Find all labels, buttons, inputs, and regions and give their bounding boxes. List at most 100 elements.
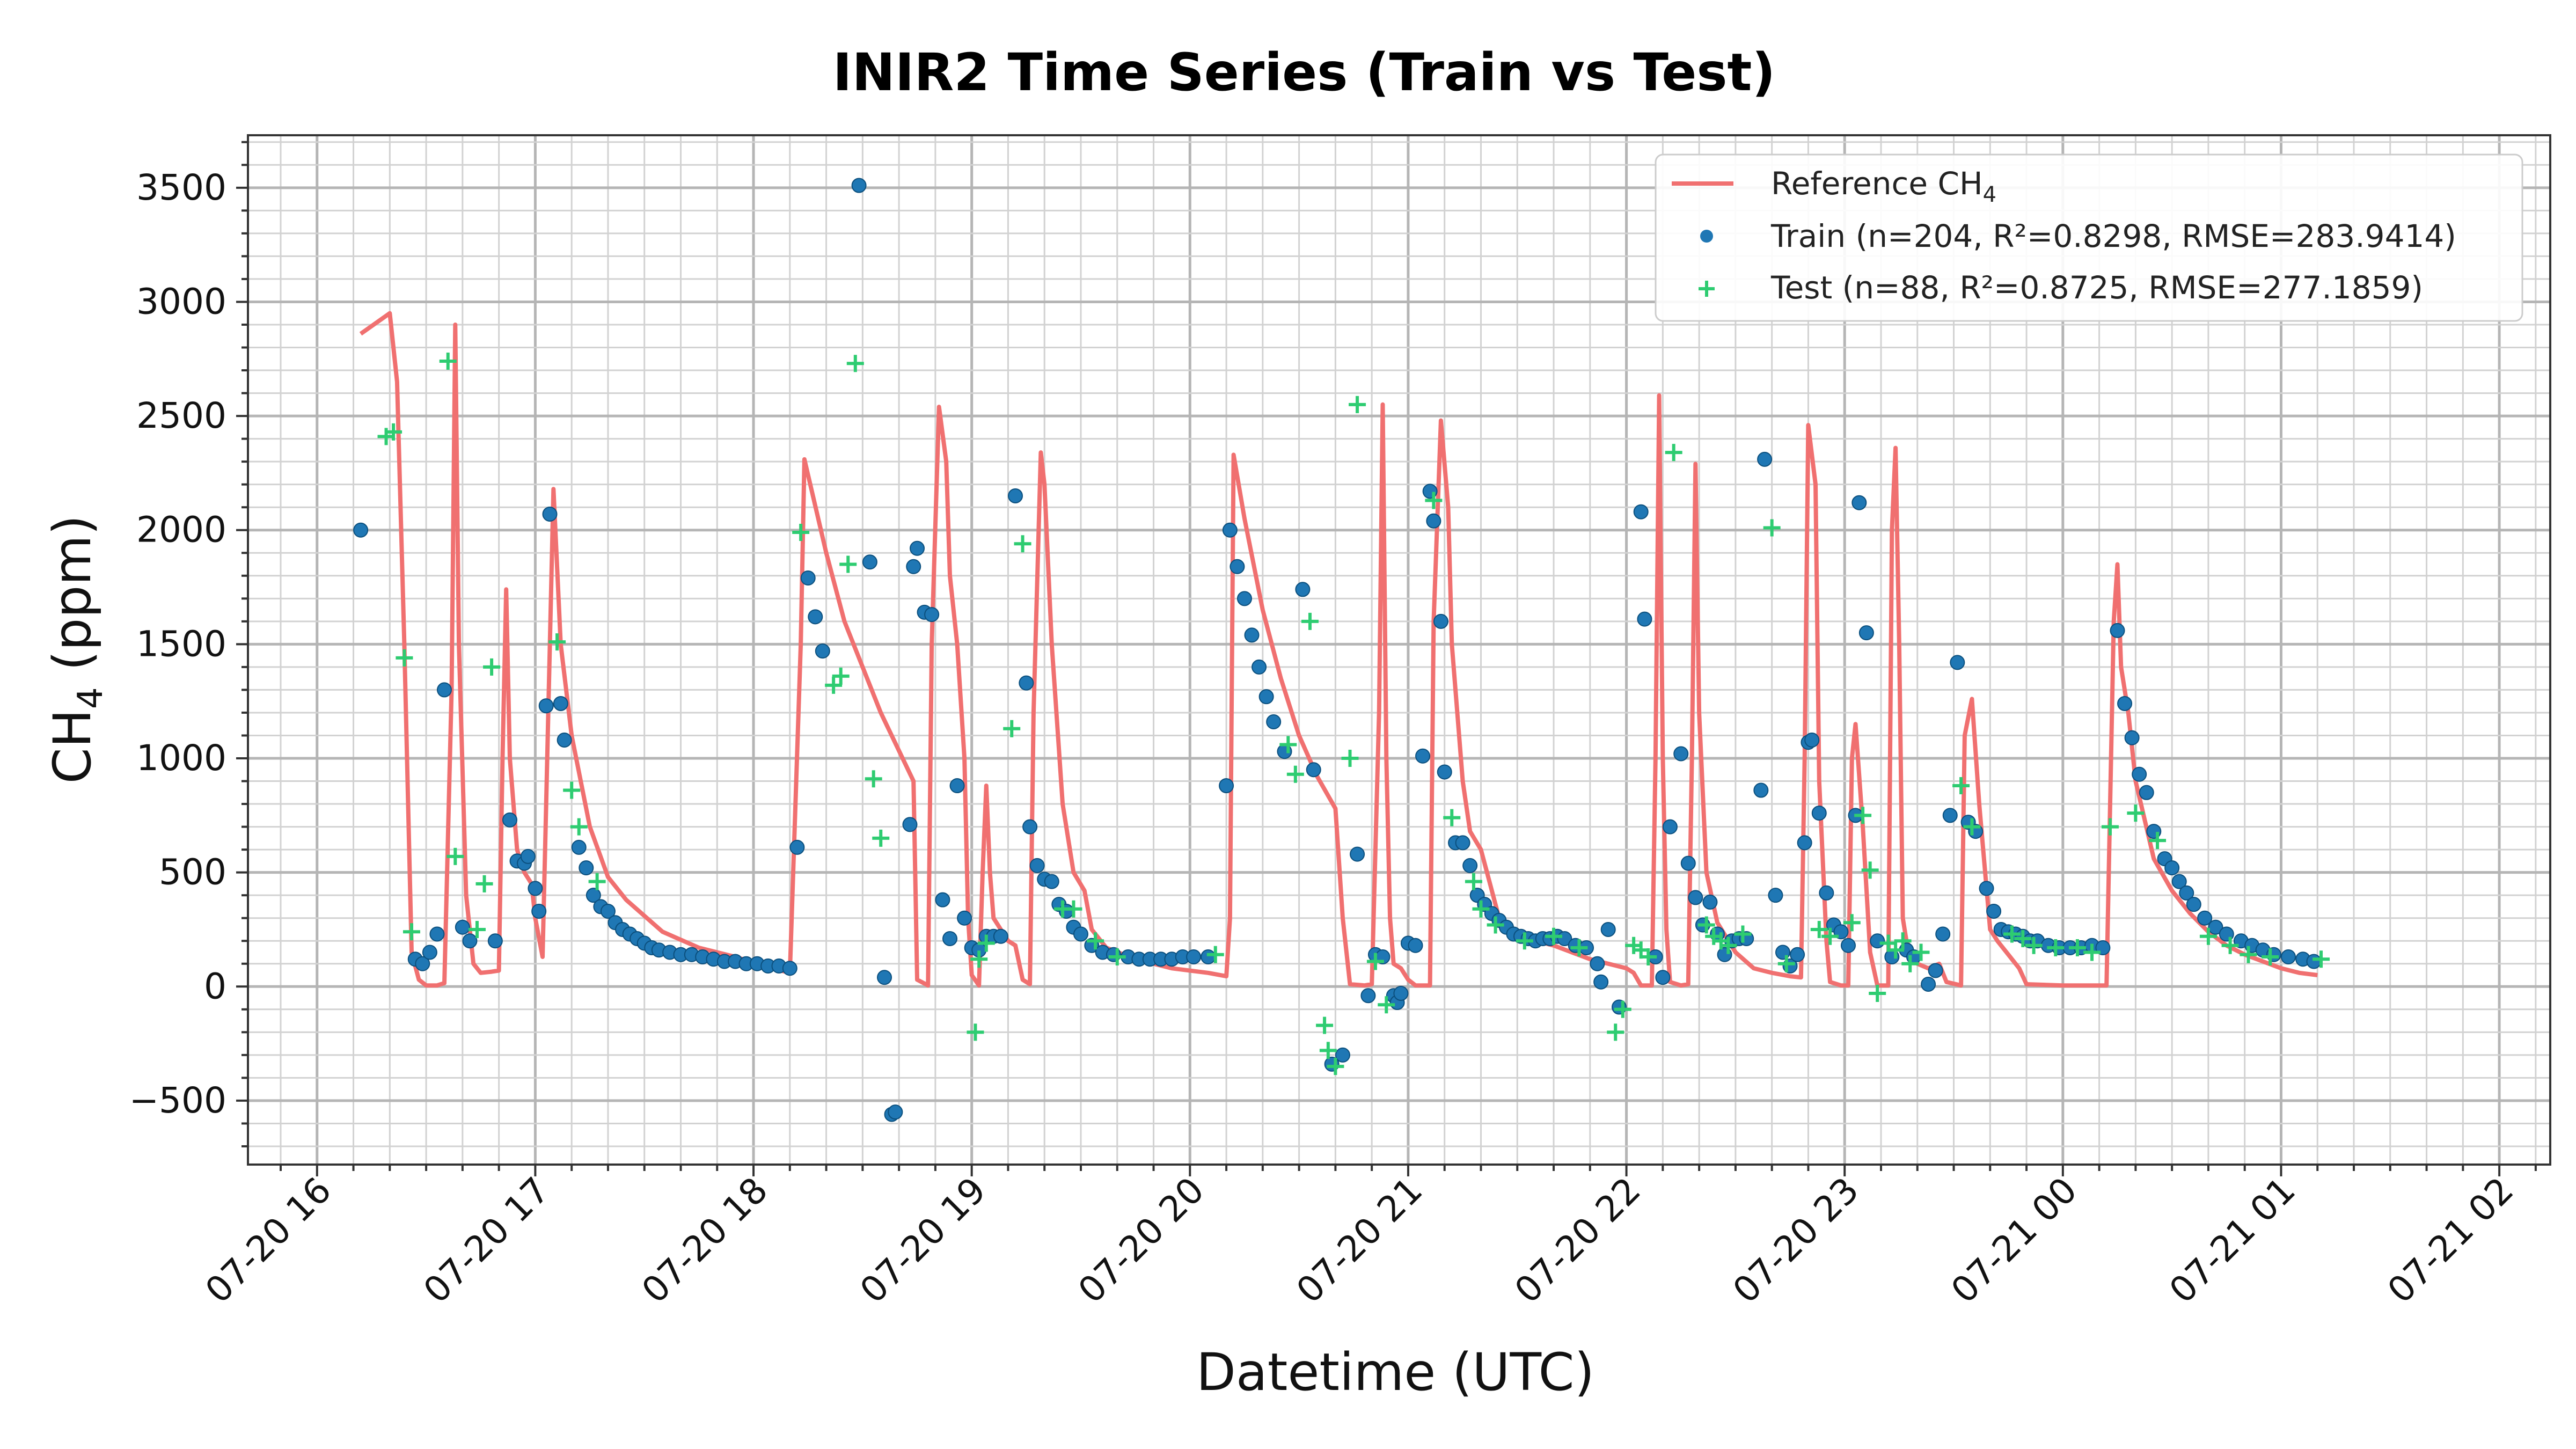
train-point	[2208, 919, 2223, 935]
test-point	[2025, 936, 2043, 954]
test-point	[1843, 914, 1861, 932]
train-point	[2179, 885, 2194, 901]
train-point	[1393, 986, 1409, 1001]
test-point	[1607, 1023, 1624, 1041]
test-point	[1869, 985, 1886, 1002]
train-point	[1008, 488, 1023, 503]
train-point	[1979, 881, 1994, 896]
y-tick-label: 3000	[136, 281, 226, 322]
train-point	[1073, 926, 1088, 942]
train-point	[2132, 766, 2147, 782]
train-point	[1437, 764, 1452, 780]
train-point	[586, 888, 601, 903]
y-tick-label: 1000	[136, 737, 226, 779]
train-point	[1840, 938, 1856, 953]
test-point	[1810, 920, 1828, 938]
train-point	[993, 928, 1008, 944]
test-point	[2003, 925, 2021, 943]
train-point	[1673, 746, 1689, 762]
train-point	[2124, 730, 2140, 745]
train-point	[935, 892, 950, 908]
train-point	[1680, 855, 1696, 871]
test-point	[1014, 535, 1031, 553]
train-point	[542, 506, 558, 522]
train-point	[557, 732, 572, 748]
test-point	[2199, 927, 2217, 945]
test-point	[1854, 807, 1872, 824]
test-point	[970, 950, 988, 968]
train-point	[1797, 835, 1812, 851]
train-point	[1757, 451, 1773, 467]
test-point	[1286, 765, 1304, 783]
test-point	[1279, 736, 1297, 753]
test-point	[563, 781, 581, 799]
train-point	[1022, 819, 1038, 835]
train-point	[800, 570, 816, 586]
test-point	[2221, 936, 2239, 954]
test-point	[1301, 612, 1319, 630]
train-point	[1266, 714, 1282, 729]
train-point	[1350, 846, 1365, 862]
train-point	[1433, 613, 1448, 629]
train-point	[1455, 835, 1470, 851]
train-point	[502, 812, 517, 828]
legend: Reference CH4 Train (n=204, R²=0.8298, R…	[1655, 153, 2523, 322]
legend-box	[1655, 153, 2523, 322]
train-point	[553, 696, 568, 711]
test-point	[1821, 927, 1839, 945]
train-point	[906, 559, 921, 574]
train-point	[1921, 977, 1936, 992]
train-point	[1950, 655, 1965, 670]
train-point	[2139, 785, 2154, 800]
test-point	[1349, 396, 1366, 413]
test-point	[2127, 804, 2145, 822]
train-point	[1851, 495, 1867, 510]
train-point	[2164, 860, 2180, 876]
train-point	[2197, 910, 2213, 926]
y-axis-label: CH4 (ppm)	[42, 515, 111, 784]
test-point	[1378, 996, 1395, 1014]
test-point	[846, 355, 864, 372]
y-tick-label: 500	[159, 852, 226, 893]
train-point	[910, 540, 925, 556]
test-point	[832, 667, 850, 685]
train-point	[531, 903, 547, 919]
train-point	[1768, 888, 1783, 903]
train-point	[789, 839, 805, 855]
train-point	[1637, 611, 1652, 627]
train-point	[942, 931, 958, 946]
train-point	[924, 607, 940, 623]
train-point	[1804, 732, 1820, 748]
train-point	[528, 881, 543, 896]
y-tick-label: −500	[129, 1080, 226, 1121]
train-point	[851, 178, 867, 193]
test-point	[475, 875, 493, 892]
test-point	[1487, 916, 1504, 934]
test-point	[1901, 955, 1919, 972]
train-point	[1186, 949, 1202, 964]
train-point	[462, 933, 478, 949]
test-point	[1425, 492, 1443, 509]
train-point	[1201, 949, 1216, 964]
test-point	[402, 923, 420, 941]
train-point	[1222, 522, 1238, 538]
test-point	[1366, 953, 1384, 970]
test-point	[570, 818, 588, 836]
train-point	[1702, 894, 1718, 910]
test-point	[2101, 818, 2119, 836]
test-point	[1465, 873, 1482, 890]
test-point	[1003, 720, 1021, 737]
train-point	[538, 698, 554, 714]
test-point	[1719, 936, 1737, 954]
train-point	[455, 919, 470, 935]
test-point	[1327, 1058, 1344, 1075]
train-point	[1858, 625, 1874, 641]
train-point	[1935, 926, 1951, 942]
train-point	[862, 554, 877, 570]
test-point	[1108, 948, 1126, 965]
train-point	[2186, 897, 2201, 912]
test-point	[548, 633, 566, 651]
legend-train-marker	[1700, 230, 1713, 243]
test-point	[1087, 932, 1104, 950]
